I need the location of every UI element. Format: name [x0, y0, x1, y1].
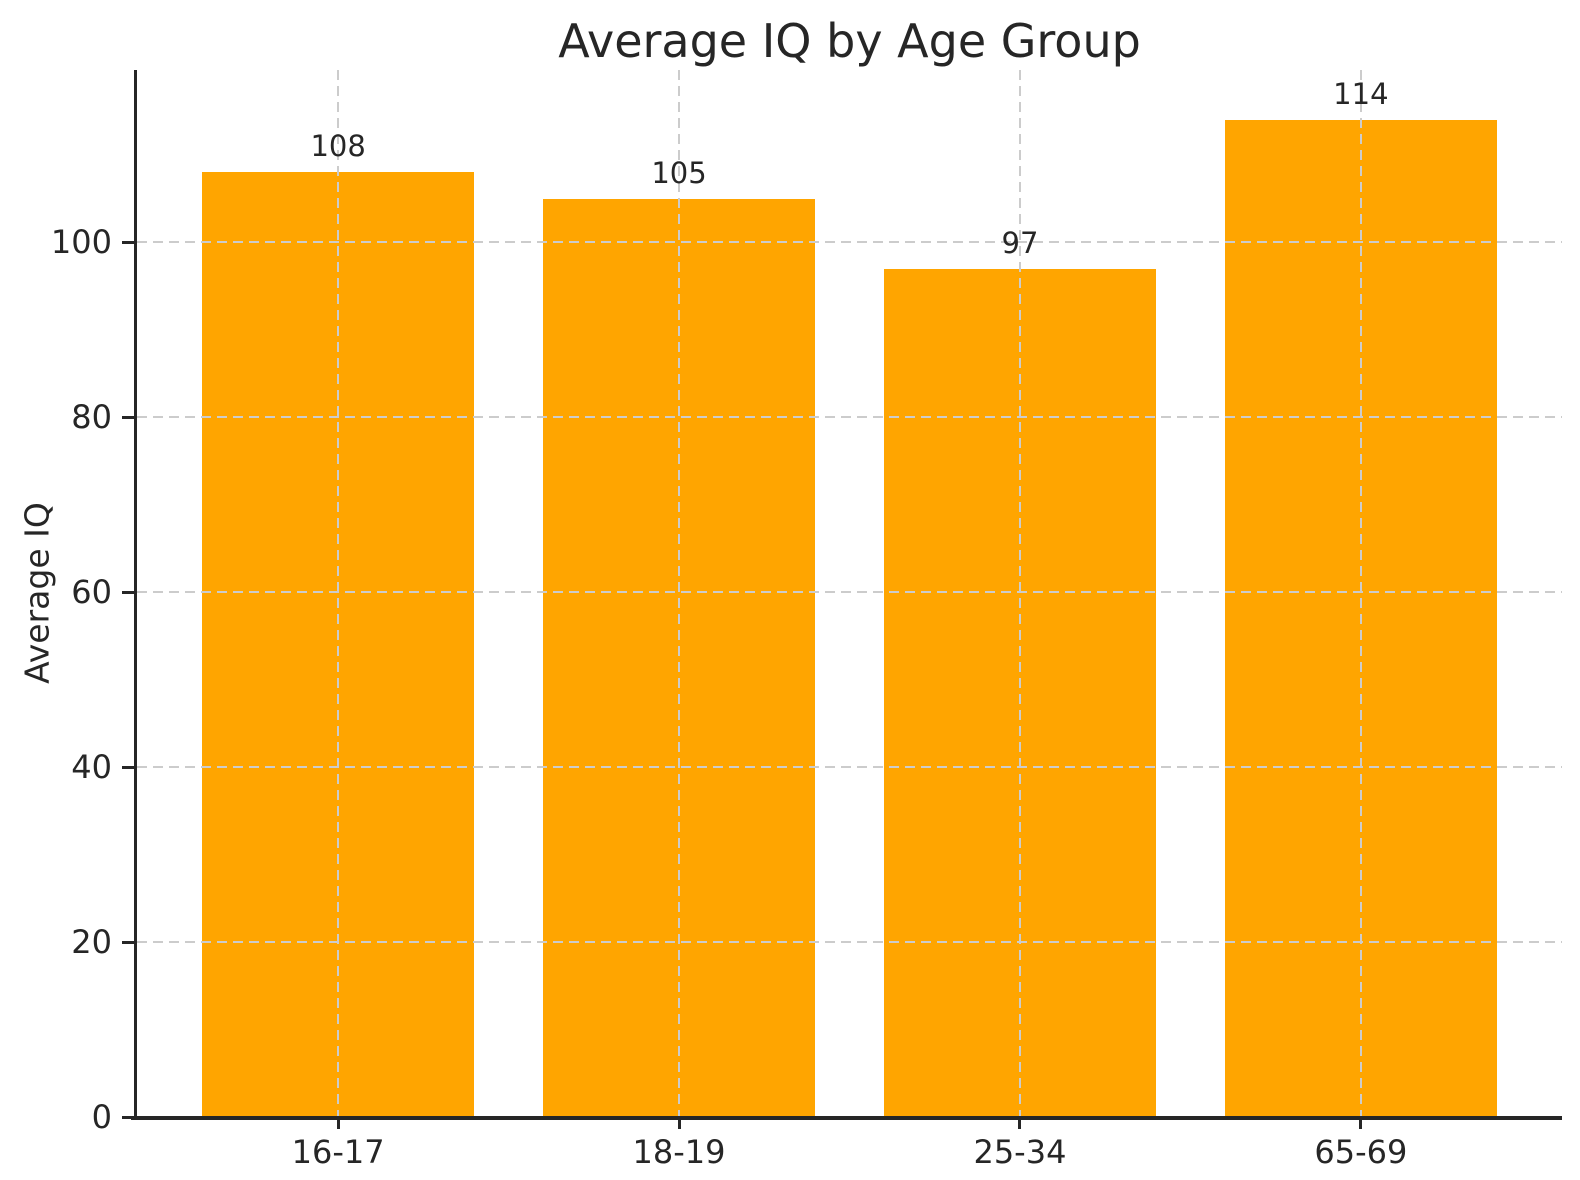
- horizontal-gridline: [137, 941, 1562, 944]
- bar-value-label: 108: [310, 129, 366, 164]
- y-tick-mark: [122, 940, 134, 944]
- x-tick-label: 65-69: [1314, 1133, 1408, 1171]
- chart-title: Average IQ by Age Group: [558, 14, 1141, 68]
- x-tick-mark: [1018, 1117, 1022, 1129]
- y-tick-label: 20: [71, 923, 112, 962]
- vertical-gridline: [337, 70, 340, 1117]
- y-tick-label: 80: [71, 398, 112, 437]
- horizontal-gridline: [137, 766, 1562, 769]
- bar-value-label: 114: [1333, 76, 1389, 111]
- x-axis-spine: [131, 1116, 1562, 1120]
- x-tick-label: 18-19: [632, 1133, 726, 1171]
- bar-value-label: 105: [651, 155, 707, 190]
- horizontal-gridline: [137, 591, 1562, 594]
- plot-area: 108 105 97 114: [137, 70, 1562, 1117]
- y-tick-label: 60: [71, 573, 112, 612]
- vertical-gridline: [1018, 70, 1021, 1117]
- x-tick-label: 25-34: [973, 1133, 1067, 1171]
- vertical-gridline: [1359, 70, 1362, 1117]
- y-tick-mark: [122, 765, 134, 769]
- horizontal-gridline: [137, 416, 1562, 419]
- y-tick-label: 0: [91, 1098, 112, 1136]
- y-tick-label: 100: [50, 223, 112, 262]
- vertical-gridline: [678, 70, 681, 1117]
- x-tick-mark: [677, 1117, 681, 1129]
- x-tick-mark: [336, 1117, 340, 1129]
- y-tick-mark: [122, 240, 134, 244]
- y-tick-label: 40: [71, 748, 112, 787]
- horizontal-gridline: [137, 241, 1562, 244]
- y-tick-mark: [122, 1115, 134, 1119]
- y-tick-mark: [122, 590, 134, 594]
- x-tick-mark: [1359, 1117, 1363, 1129]
- x-tick-label: 16-17: [291, 1133, 385, 1171]
- y-axis-spine: [134, 70, 137, 1120]
- bar-value-label: 97: [1001, 225, 1039, 260]
- y-tick-mark: [122, 415, 134, 419]
